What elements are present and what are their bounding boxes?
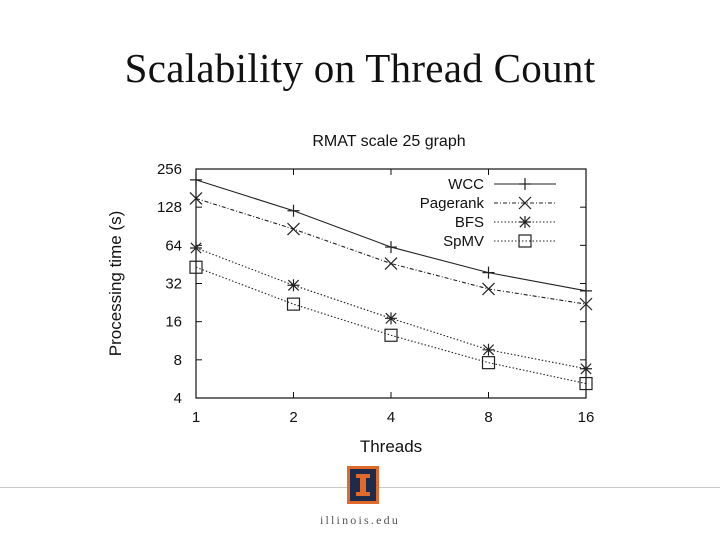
data-point-wcc	[580, 284, 592, 297]
data-point-pagerank	[384, 257, 398, 270]
y-tick-label: 64	[165, 237, 182, 254]
series-line-spmv	[195, 266, 587, 385]
data-point-wcc	[482, 266, 495, 279]
legend-label: BFS	[455, 214, 484, 231]
y-tick-label: 128	[157, 199, 182, 216]
data-point-bfs	[580, 362, 592, 375]
footer-url: illinois.edu	[319, 513, 401, 527]
data-point-spmv	[286, 297, 301, 311]
x-tick-label: 8	[484, 409, 492, 426]
data-point-bfs	[190, 241, 202, 254]
chart-title: RMAT scale 25 graph	[312, 133, 465, 150]
legend-marker	[518, 234, 532, 248]
data-point-spmv	[189, 260, 203, 274]
legend-label: WCC	[448, 176, 484, 193]
data-point-pagerank	[287, 222, 300, 236]
data-point-spmv	[384, 328, 398, 342]
x-tick-label: 1	[192, 409, 200, 426]
y-tick-label: 8	[174, 352, 182, 369]
series-line-bfs	[195, 247, 587, 370]
data-point-pagerank	[579, 297, 593, 311]
legend-label: Pagerank	[420, 195, 485, 212]
y-tick-label: 16	[165, 314, 182, 331]
data-point-spmv	[481, 356, 496, 370]
y-tick-label: 256	[157, 161, 182, 178]
university-logo-icon	[347, 466, 379, 504]
slide-title: Scalability on Thread Count	[124, 45, 596, 91]
data-point-pagerank	[482, 282, 495, 296]
legend-label: SpMV	[443, 233, 484, 250]
legend-marker	[519, 216, 531, 228]
legend-marker	[519, 178, 531, 190]
x-tick-label: 16	[578, 409, 595, 426]
data-point-bfs	[287, 279, 300, 292]
data-point-wcc	[190, 173, 202, 186]
x-axis-label: Threads	[360, 437, 422, 456]
data-point-bfs	[385, 312, 397, 325]
line-chart: RMAT scale 25 graph 4 8 16 32 64 128 256 1 2 4 8 16 T…	[106, 133, 595, 456]
data-point-spmv	[579, 376, 593, 391]
y-tick-label: 4	[174, 390, 182, 407]
x-tick-label: 2	[289, 409, 297, 426]
data-point-wcc	[385, 241, 397, 254]
data-point-bfs	[482, 343, 495, 356]
series-line-pagerank	[195, 197, 587, 305]
y-tick-label: 32	[165, 276, 182, 293]
x-tick-label: 4	[387, 409, 395, 426]
data-point-pagerank	[189, 192, 203, 205]
data-point-wcc	[287, 204, 300, 217]
legend-marker	[518, 196, 532, 210]
y-axis-label: Processing time (s)	[106, 211, 125, 356]
